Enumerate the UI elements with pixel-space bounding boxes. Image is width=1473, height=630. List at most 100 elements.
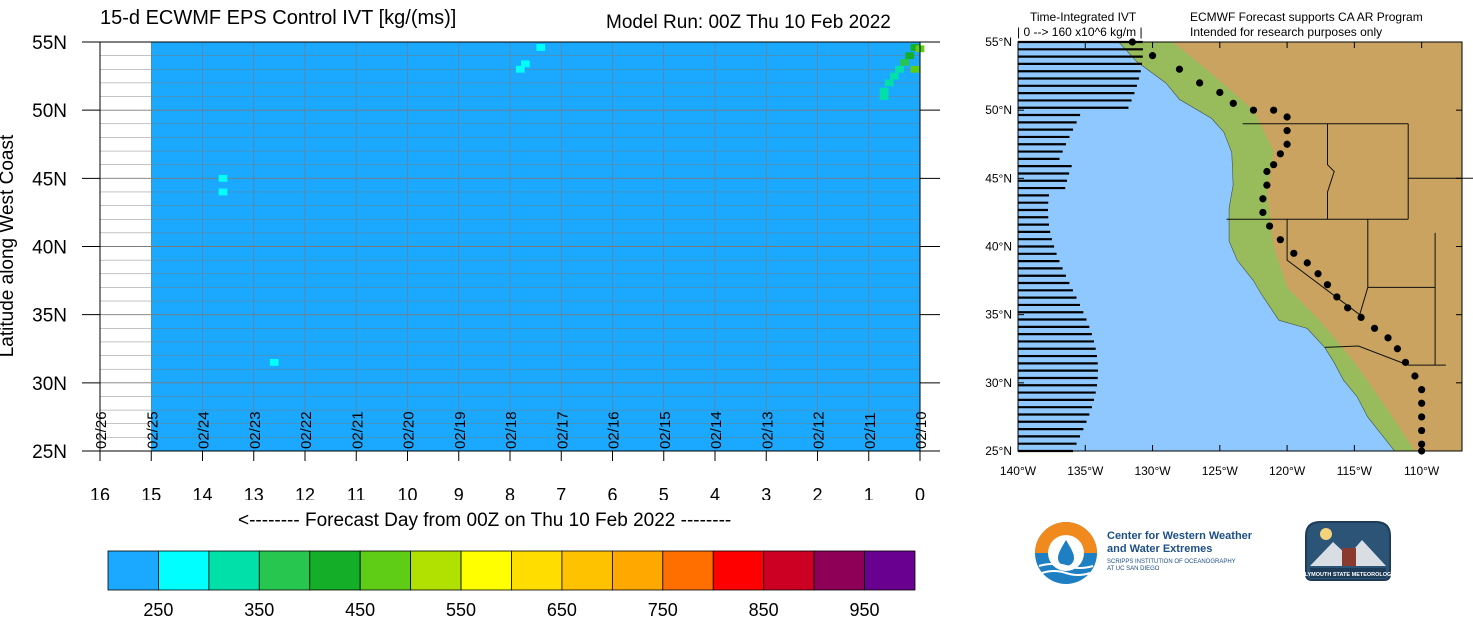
ivt-colorbar-legend: 250 350 450 550 650 750 850 950	[107, 550, 916, 620]
state-border	[1226, 218, 1361, 316]
coastal-vegetation	[1118, 42, 1415, 451]
ivt-cell	[910, 44, 920, 51]
transect-point	[1384, 334, 1392, 342]
transect-point	[1344, 304, 1352, 312]
x-tick-label: 9	[454, 485, 464, 500]
colorbar-swatch	[107, 550, 159, 591]
map-note-line2: Intended for research purposes only	[1190, 25, 1383, 39]
plymouth-state-logo: PLYMOUTH STATE METEOROLOGY	[1301, 521, 1395, 581]
map-lat-label: 50°N	[985, 103, 1012, 117]
colorbar-label: 450	[345, 600, 375, 620]
x-tick-label: 1	[864, 485, 874, 500]
map-lat-label: 45°N	[985, 171, 1012, 185]
transect-point	[1276, 236, 1284, 244]
cw3e-logo-subtitle: SCRIPPS INSTITUTION OF OCEANOGRAPHY AT UC…	[1107, 559, 1236, 572]
transect-point	[1290, 249, 1298, 257]
x-tick-label: 11	[347, 485, 366, 500]
ivt-cell	[890, 72, 899, 80]
ivt-cell	[269, 358, 279, 366]
date-label: 02/14	[708, 411, 725, 449]
chart-title: 15-d ECWMF EPS Control IVT [kg/(ms)]	[100, 7, 457, 29]
ivt-cell	[515, 65, 525, 73]
colorbar-label: 650	[547, 600, 577, 620]
date-label: 02/13	[759, 411, 776, 449]
transect-point	[1263, 181, 1271, 189]
x-tick-label: 13	[244, 485, 264, 500]
transect-point	[1418, 386, 1426, 394]
ivt-cell	[895, 65, 904, 73]
y-tick-label: 30N	[32, 374, 67, 395]
map-title: Time-Integrated IVT	[1030, 10, 1137, 24]
map-lat-label: 35°N	[985, 308, 1012, 322]
transect-point	[1259, 195, 1267, 203]
ivt-cell	[536, 44, 546, 51]
x-tick-label: 6	[607, 485, 617, 500]
colorbar-swatch	[309, 550, 361, 591]
x-tick-label: 0	[915, 485, 925, 500]
transect-point	[1393, 345, 1402, 353]
colorbar-swatch	[258, 550, 311, 591]
map-lon-label: 130°W	[1134, 464, 1171, 478]
colorbar-swatch	[460, 550, 512, 591]
map-lat-label: 25°N	[985, 444, 1012, 458]
transect-point	[1216, 88, 1224, 97]
model-run-label: Model Run: 00Z Thu 10 Feb 2022	[606, 12, 891, 33]
date-label: 02/10	[913, 411, 930, 449]
y-tick-label: 45N	[32, 169, 67, 190]
map-scale-label: | 0 --> 160 x10^6 kg/m |	[1017, 25, 1143, 39]
date-label: 02/20	[401, 411, 418, 449]
svg-text:PLYMOUTH STATE METEOROLOGY: PLYMOUTH STATE METEOROLOGY	[1301, 572, 1395, 578]
x-tick-label: 5	[659, 485, 669, 500]
colorbar-swatch	[208, 550, 260, 591]
transect-point	[1401, 358, 1410, 366]
transect-point	[1276, 150, 1284, 158]
x-axis-label: <-------- Forecast Day from 00Z on Thu 1…	[238, 510, 732, 531]
x-tick-label: 16	[90, 485, 110, 500]
colorbar-swatch	[611, 550, 664, 591]
colorbar-swatch	[662, 550, 714, 591]
state-border	[1327, 123, 1335, 220]
x-tick-label: 10	[397, 485, 417, 500]
ivt-cell	[218, 174, 228, 182]
date-label: 02/23	[247, 411, 264, 449]
colorbar-swatch	[763, 550, 815, 591]
date-label: 02/19	[452, 411, 469, 449]
map-lon-label: 140°W	[1000, 464, 1037, 478]
map-lon-label: 135°W	[1067, 464, 1104, 478]
colorbar-label: 550	[446, 600, 476, 620]
date-label: 02/25	[144, 411, 161, 449]
colorbar-swatch	[712, 550, 765, 591]
transect-point	[1175, 65, 1184, 73]
x-tick-label: 14	[192, 485, 212, 500]
transect-point	[1418, 426, 1426, 435]
transect-point	[1411, 372, 1419, 380]
map-lon-label: 125°W	[1202, 464, 1239, 478]
map-lat-label: 30°N	[985, 376, 1012, 390]
map-lat-label: 55°N	[985, 35, 1012, 49]
colorbar-swatch	[359, 550, 412, 591]
ivt-cell	[884, 79, 894, 87]
cw3e-logo	[1035, 522, 1097, 584]
y-tick-label: 25N	[32, 442, 67, 463]
colorbar-label: 850	[749, 600, 779, 620]
transect-point	[1323, 281, 1332, 289]
x-tick-label: 3	[761, 485, 771, 500]
transect-point	[1370, 324, 1379, 332]
colorbar-swatch	[561, 550, 613, 591]
map-note-line1: ECMWF Forecast supports CA AR Program	[1190, 10, 1423, 24]
state-border	[1324, 345, 1446, 366]
date-label: 02/12	[811, 411, 828, 449]
y-tick-label: 40N	[32, 238, 67, 259]
ivt-cell	[910, 65, 920, 73]
colorbar-label: 250	[143, 600, 173, 620]
map-lat-label: 40°N	[985, 240, 1012, 254]
transect-point	[1196, 79, 1204, 87]
transect-point	[1314, 270, 1322, 278]
transect-point	[1283, 113, 1291, 121]
date-label: 02/22	[298, 411, 315, 449]
ivt-cell	[521, 60, 530, 68]
date-label: 02/11	[862, 413, 879, 449]
y-tick-label: 50N	[32, 101, 67, 122]
ivt-cell	[905, 52, 915, 60]
transect-point	[1333, 293, 1341, 301]
